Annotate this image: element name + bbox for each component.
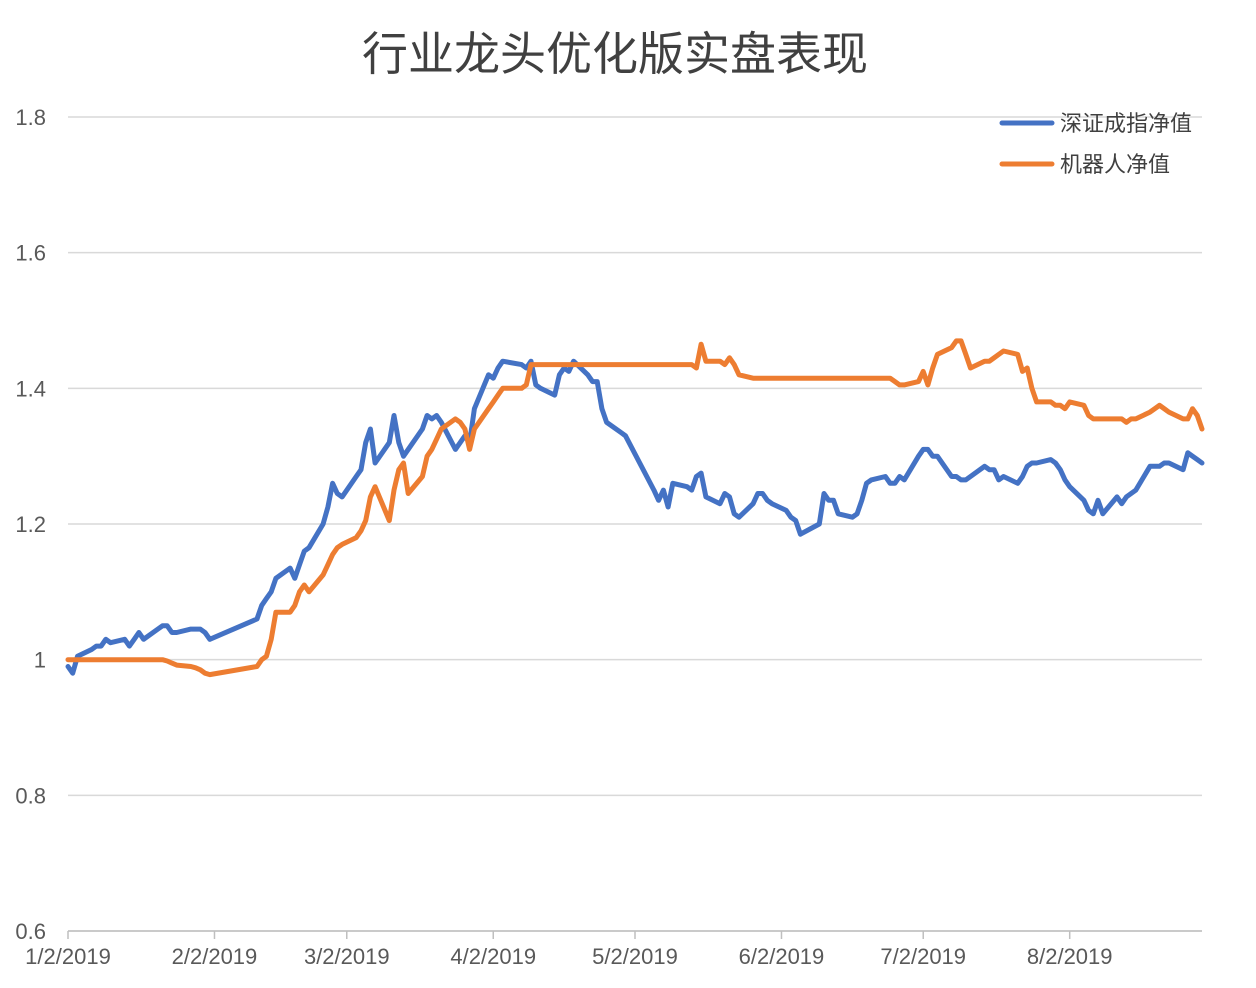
series-line-1 (65, 338, 1205, 678)
y-tick-label: 0.6 (15, 919, 46, 944)
y-tick-label: 0.8 (15, 783, 46, 808)
y-tick-label: 1.6 (15, 241, 46, 266)
series-line-0 (65, 358, 1205, 676)
y-tick-label: 1.2 (15, 512, 46, 537)
x-tick-label: 7/2/2019 (880, 944, 966, 969)
gridlines (68, 116, 1202, 932)
x-tick-label: 8/2/2019 (1027, 944, 1113, 969)
x-tick-label: 5/2/2019 (592, 944, 678, 969)
x-tick-label: 3/2/2019 (304, 944, 390, 969)
chart-title: 行业龙头优化版实盘表现 (362, 27, 868, 81)
legend-label-1: 机器人净值 (1060, 153, 1170, 178)
x-tick-label: 1/2/2019 (25, 944, 111, 969)
x-tick-label: 2/2/2019 (172, 944, 258, 969)
y-tick-label: 1.4 (15, 376, 46, 401)
series-lines (65, 338, 1205, 678)
x-axis-ticks: 1/2/2019 2/2/2019 3/2/2019 4/2/2019 5/2/2019… (25, 931, 1113, 969)
x-tick-label: 4/2/2019 (450, 944, 536, 969)
y-tick-label: 1.8 (15, 105, 46, 130)
y-tick-label: 1 (34, 648, 46, 673)
x-tick-label: 6/2/2019 (739, 944, 825, 969)
y-axis-ticks: 0.6 0.8 1 1.2 1.4 1.6 1.8 (15, 105, 46, 944)
legend-label-0: 深证成指净值 (1060, 112, 1192, 137)
